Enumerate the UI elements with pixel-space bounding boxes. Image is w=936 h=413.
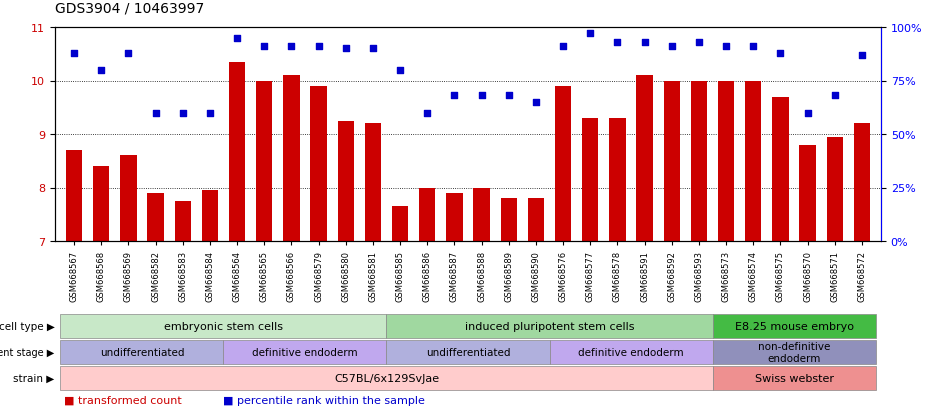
Text: undifferentiated: undifferentiated bbox=[426, 347, 510, 357]
Text: cell type ▶: cell type ▶ bbox=[0, 321, 54, 331]
Bar bbox=[93, 167, 110, 242]
Bar bbox=[284, 76, 300, 242]
Text: ■ percentile rank within the sample: ■ percentile rank within the sample bbox=[224, 395, 425, 405]
Bar bbox=[691, 81, 707, 242]
Point bbox=[338, 46, 353, 52]
Bar bbox=[712, 340, 875, 364]
Bar bbox=[745, 81, 762, 242]
Text: Swiss webster: Swiss webster bbox=[754, 373, 834, 383]
Bar bbox=[474, 188, 490, 242]
Text: C57BL/6x129SvJae: C57BL/6x129SvJae bbox=[334, 373, 439, 383]
Point bbox=[392, 67, 407, 74]
Bar bbox=[446, 193, 462, 242]
Bar bbox=[419, 188, 435, 242]
Bar bbox=[256, 81, 272, 242]
Bar bbox=[61, 366, 712, 390]
Point bbox=[746, 44, 761, 50]
Point bbox=[175, 110, 190, 116]
Bar bbox=[66, 151, 82, 242]
Bar bbox=[120, 156, 137, 242]
Bar bbox=[61, 340, 224, 364]
Point bbox=[800, 110, 815, 116]
Text: definitive endoderm: definitive endoderm bbox=[578, 347, 684, 357]
Point bbox=[446, 93, 461, 100]
Bar bbox=[174, 202, 191, 242]
Bar bbox=[224, 340, 387, 364]
Bar bbox=[664, 81, 680, 242]
Bar bbox=[528, 199, 544, 242]
Bar bbox=[338, 121, 354, 242]
Bar bbox=[712, 314, 875, 338]
Text: embryonic stem cells: embryonic stem cells bbox=[164, 321, 283, 331]
Text: induced pluripotent stem cells: induced pluripotent stem cells bbox=[465, 321, 635, 331]
Text: definitive endoderm: definitive endoderm bbox=[252, 347, 358, 357]
Text: E8.25 mouse embryo: E8.25 mouse embryo bbox=[735, 321, 854, 331]
Point bbox=[637, 40, 652, 46]
Bar bbox=[365, 124, 381, 242]
Point bbox=[202, 110, 217, 116]
Bar bbox=[501, 199, 517, 242]
Point bbox=[502, 93, 517, 100]
Point bbox=[148, 110, 163, 116]
Point bbox=[121, 50, 136, 57]
Point bbox=[855, 52, 870, 59]
Point bbox=[719, 44, 734, 50]
Bar bbox=[772, 97, 789, 242]
Point bbox=[419, 110, 434, 116]
Point bbox=[94, 67, 109, 74]
Bar bbox=[826, 138, 843, 242]
Point bbox=[365, 46, 380, 52]
Bar bbox=[555, 87, 571, 242]
Bar bbox=[392, 207, 408, 242]
Bar bbox=[202, 191, 218, 242]
Text: ■ transformed count: ■ transformed count bbox=[65, 395, 183, 405]
Bar bbox=[387, 340, 549, 364]
Bar bbox=[718, 81, 734, 242]
Bar bbox=[549, 340, 712, 364]
Bar bbox=[854, 124, 870, 242]
Text: GDS3904 / 10463997: GDS3904 / 10463997 bbox=[55, 2, 204, 16]
Point bbox=[284, 44, 299, 50]
Point bbox=[256, 44, 271, 50]
Bar bbox=[147, 193, 164, 242]
Bar bbox=[229, 63, 245, 242]
Bar bbox=[582, 119, 598, 242]
Point bbox=[692, 40, 707, 46]
Point bbox=[66, 50, 81, 57]
Point bbox=[229, 35, 244, 42]
Text: strain ▶: strain ▶ bbox=[13, 373, 54, 383]
Text: undifferentiated: undifferentiated bbox=[100, 347, 184, 357]
Bar bbox=[387, 314, 712, 338]
Text: development stage ▶: development stage ▶ bbox=[0, 347, 54, 357]
Bar bbox=[311, 87, 327, 242]
Point bbox=[827, 93, 842, 100]
Point bbox=[610, 40, 625, 46]
Bar bbox=[61, 314, 387, 338]
Point bbox=[665, 44, 680, 50]
Bar bbox=[609, 119, 625, 242]
Bar bbox=[799, 145, 816, 242]
Point bbox=[773, 50, 788, 57]
Point bbox=[529, 100, 544, 106]
Point bbox=[583, 31, 598, 38]
Text: non-definitive
endoderm: non-definitive endoderm bbox=[758, 342, 830, 363]
Point bbox=[556, 44, 571, 50]
Point bbox=[311, 44, 326, 50]
Bar bbox=[712, 366, 875, 390]
Bar bbox=[636, 76, 652, 242]
Point bbox=[475, 93, 490, 100]
